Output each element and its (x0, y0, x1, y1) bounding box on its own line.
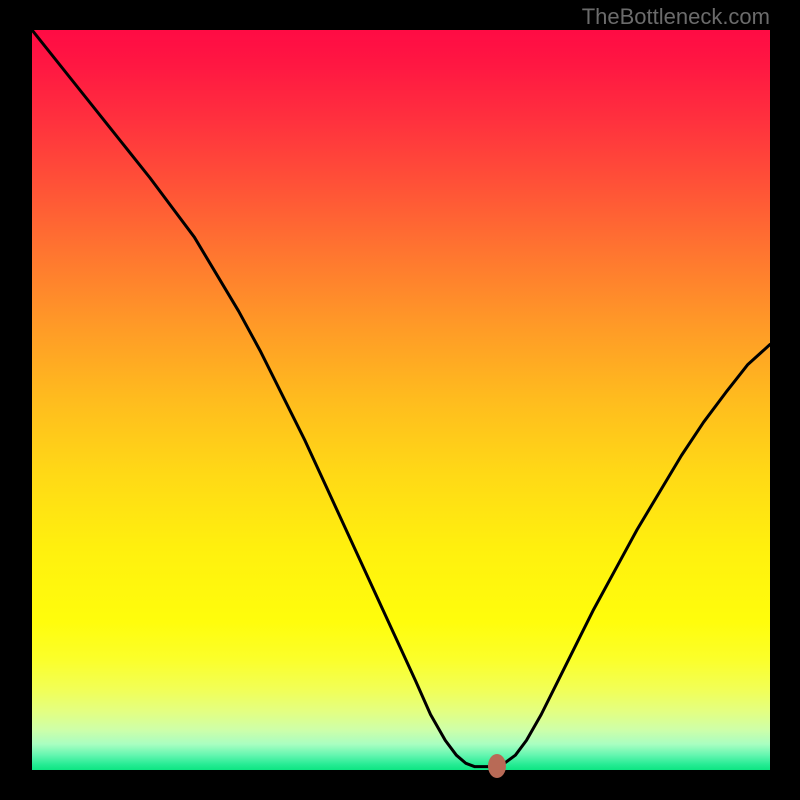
watermark-text: TheBottleneck.com (582, 4, 770, 30)
chart-svg (32, 30, 770, 770)
bottleneck-chart (32, 30, 770, 770)
chart-background (32, 30, 770, 770)
optimal-point-marker (488, 754, 506, 778)
